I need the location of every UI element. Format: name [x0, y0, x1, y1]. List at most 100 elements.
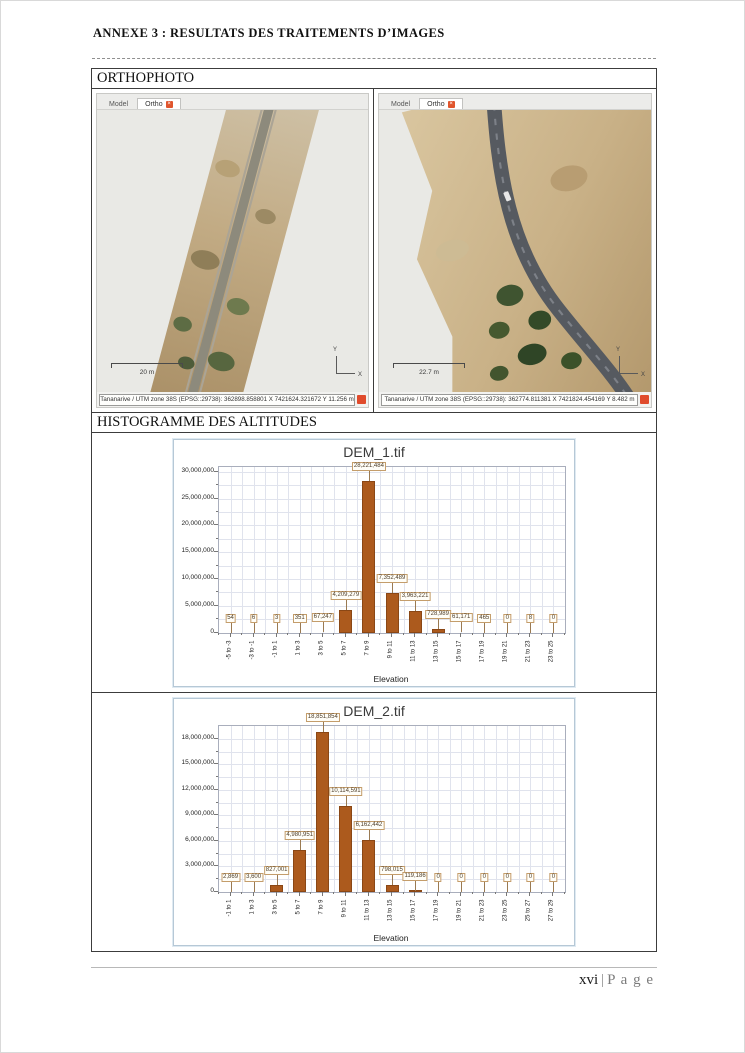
page-footer: xvi | P a g e [579, 972, 654, 989]
bar-value-label: 351 [292, 613, 307, 623]
x-axis-minor-tick [564, 632, 565, 635]
x-axis-minor-tick [356, 632, 358, 635]
chart-title: DEM_1.tif [343, 443, 405, 460]
x-axis-tick [483, 892, 485, 896]
y-axis-minor-tick [216, 564, 218, 566]
x-axis-tick-label: 11 to 13 [364, 899, 371, 921]
y-axis-tick-label: 6,000,000 [185, 835, 214, 843]
y-axis-tick [214, 814, 218, 816]
x-axis-minor-tick [402, 892, 404, 894]
histogram-bar [431, 628, 445, 633]
plot-area: 54 6 3 351 67,247 4,209,279 28,221,484 7,352,48… [218, 462, 566, 634]
x-axis-minor-tick [529, 632, 531, 635]
x-axis-minor-tick [275, 632, 277, 635]
y-axis-minor-tick [216, 852, 218, 854]
gridline [368, 726, 370, 892]
tab-model[interactable]: Model [109, 101, 129, 108]
x-axis-tick-label: 23 to 25 [548, 640, 555, 662]
orthophoto-row: Model Ortho × [92, 89, 656, 413]
x-axis-minor-tick [310, 632, 312, 635]
value-label-leader [553, 622, 555, 633]
x-axis-title: Elevation [373, 933, 409, 943]
x-axis-minor-tick [552, 632, 554, 635]
y-axis-tick [214, 470, 218, 472]
gridline [495, 726, 497, 892]
histogram-bar [339, 609, 353, 633]
close-icon[interactable]: × [165, 101, 173, 108]
x-axis-minor-tick [437, 892, 439, 894]
close-icon[interactable]: × [447, 101, 455, 108]
x-axis-tick [252, 892, 254, 896]
tab-bar: Model Ortho × [97, 94, 368, 110]
ortho-viewport[interactable]: 22.7 m Y X [379, 110, 651, 392]
x-axis-minor-tick [391, 892, 392, 894]
x-axis-minor-tick [264, 892, 266, 894]
status-bar: Tananarive / UTM zone 38S (EPSG::29738):… [379, 392, 651, 407]
tab-model[interactable]: Model [391, 101, 411, 108]
scale-bar-label: 22.7 m [419, 369, 439, 376]
x-axis-minor-tick [425, 632, 427, 635]
y-axis-tick [214, 891, 218, 892]
gridline [322, 466, 324, 633]
gridline [311, 466, 313, 633]
bar-value-label: 728,989 [425, 609, 451, 619]
bar-value-label: 119,186 [402, 872, 428, 881]
histogram-bar [339, 805, 353, 892]
ortho-cell-right: Model Ortho × [374, 89, 656, 412]
value-label-leader [507, 622, 509, 633]
x-axis-minor-tick [344, 892, 346, 894]
histogram-row-dem1: DEM_1.tif 54 6 3 351 67,247 4,209,279 28,221,48… [92, 433, 656, 693]
gridline [230, 466, 232, 633]
bar-value-label: 465 [477, 613, 492, 623]
value-label-leader [345, 599, 347, 610]
value-label-leader [415, 601, 417, 612]
gridline [518, 466, 520, 633]
y-axis-minor-tick [216, 484, 218, 486]
x-axis-tick-label: 15 to 17 [456, 640, 463, 662]
y-axis-tick-label: 15,000,000 [181, 759, 214, 767]
gridline [311, 726, 313, 892]
value-label-leader [230, 622, 232, 633]
x-axis-tick-label: 7 to 9 [318, 899, 325, 915]
y-axis-tick-label: 15,000,000 [181, 547, 214, 555]
x-axis-tick-label: 27 to 29 [548, 899, 555, 922]
y-axis-tick [214, 788, 218, 790]
gridline [507, 466, 509, 633]
bar-value-label: 7,352,489 [376, 574, 408, 584]
gridline [541, 466, 543, 633]
y-axis-minor-tick [216, 776, 218, 778]
x-axis-minor-tick [252, 892, 254, 894]
x-axis-tick [321, 892, 323, 896]
value-label-leader [322, 721, 324, 732]
x-axis-minor-tick [310, 892, 312, 894]
x-axis-minor-tick [229, 892, 231, 894]
tab-ortho[interactable]: Ortho × [419, 98, 463, 109]
tab-ortho-label: Ortho [427, 101, 445, 108]
x-axis-minor-tick [540, 892, 542, 894]
gridline [380, 726, 382, 892]
ortho-viewport[interactable]: 20 m Y X [97, 110, 368, 392]
value-label-leader [368, 829, 370, 840]
bar-value-label: 798,015 [379, 866, 405, 876]
gridline [553, 466, 555, 633]
bar-value-label: 0 [503, 613, 511, 623]
value-label-leader [438, 618, 440, 629]
x-axis-tick [229, 632, 231, 637]
axis-x-label: X [357, 372, 362, 378]
x-axis-minor-tick [437, 632, 439, 635]
gridline [438, 466, 440, 633]
y-axis-tick-label: 18,000,000 [181, 733, 214, 741]
gridline [484, 726, 486, 892]
x-axis-tick [367, 632, 369, 637]
x-axis-minor-tick [252, 632, 254, 635]
bar-value-label: 6,162,442 [353, 820, 385, 830]
gridline [403, 726, 405, 892]
gridline [472, 726, 474, 892]
chart-title: DEM_2.tif [343, 703, 405, 719]
tab-ortho[interactable]: Ortho × [137, 98, 181, 109]
value-label-leader [530, 622, 532, 633]
x-axis-minor-tick [287, 632, 289, 635]
gridline [484, 466, 486, 633]
gridline [253, 466, 255, 633]
gridline [253, 726, 255, 892]
